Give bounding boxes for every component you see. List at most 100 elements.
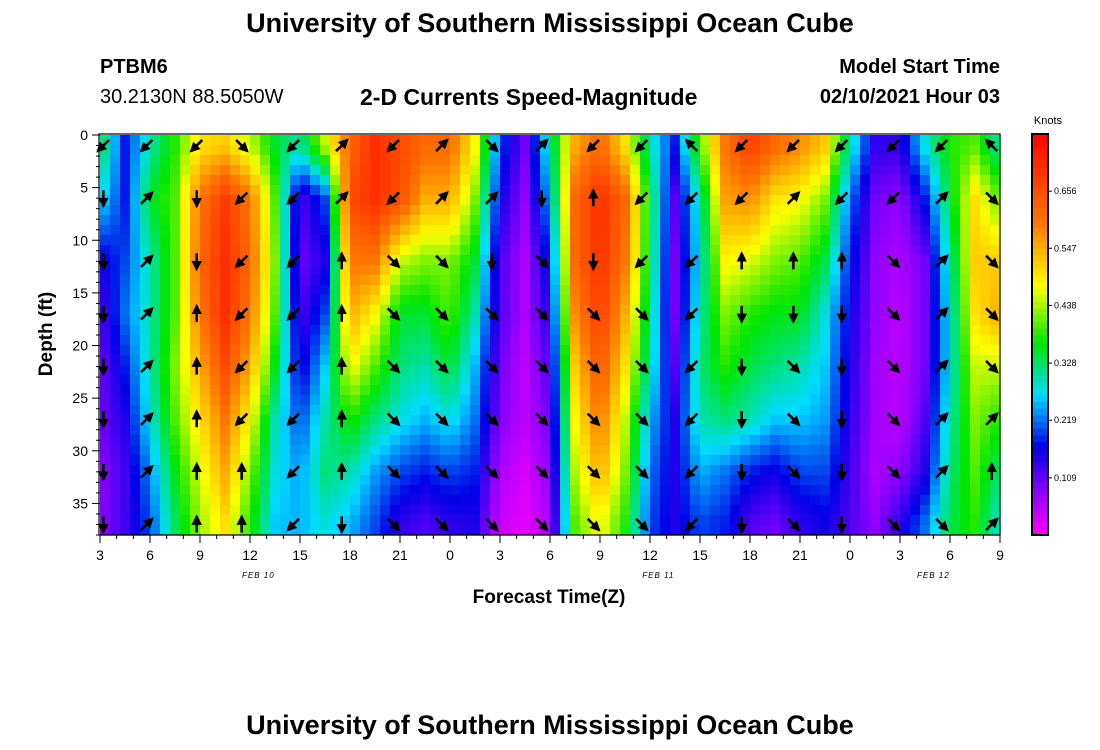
heatmap-cell — [890, 285, 901, 296]
heatmap-cell — [200, 195, 211, 206]
heatmap-cell — [570, 245, 581, 256]
heatmap-cell — [280, 415, 291, 426]
heatmap-cell — [430, 425, 441, 436]
heatmap-cell — [850, 455, 861, 466]
heatmap-cell — [560, 305, 571, 316]
heatmap-cell — [600, 195, 611, 206]
heatmap-cell — [360, 475, 371, 486]
heatmap-cell — [220, 495, 231, 506]
current-arrow — [786, 359, 801, 374]
heatmap-cell — [420, 355, 431, 366]
heatmap-cell — [920, 325, 931, 336]
current-arrow — [634, 138, 649, 153]
heatmap-cell — [290, 515, 301, 526]
heatmap-cell — [910, 525, 921, 536]
heatmap-cell — [170, 425, 181, 436]
heatmap-cell — [760, 475, 771, 486]
heatmap-cell — [910, 395, 921, 406]
heatmap-cell — [870, 255, 881, 266]
heatmap-cell — [360, 385, 371, 396]
heatmap-cell — [530, 485, 541, 496]
heatmap-cell — [550, 295, 561, 306]
heatmap-cell — [930, 445, 941, 456]
current-arrow — [140, 359, 154, 374]
heatmap-cell — [920, 385, 931, 396]
x-tick-label: 12 — [242, 547, 258, 563]
heatmap-cell — [330, 135, 341, 146]
heatmap-cell — [570, 285, 581, 296]
heatmap-cell — [430, 515, 441, 526]
heatmap-cell — [780, 305, 791, 316]
heatmap-cell — [930, 175, 941, 186]
heatmap-cell — [420, 145, 431, 156]
heatmap-cell — [390, 345, 401, 356]
heatmap-cell — [580, 495, 591, 506]
heatmap-cell — [240, 285, 251, 296]
heatmap-cell — [790, 515, 801, 526]
heatmap-cell — [130, 175, 141, 186]
heatmap-cell — [530, 335, 541, 346]
heatmap-cell — [810, 385, 821, 396]
colorbar-swatch — [1032, 307, 1048, 316]
heatmap-cell — [130, 505, 141, 516]
heatmap-cell — [510, 295, 521, 306]
heatmap-cell — [700, 445, 711, 456]
heatmap-cell — [600, 365, 611, 376]
heatmap-cell — [250, 355, 261, 366]
heatmap-cell — [700, 335, 711, 346]
heatmap-cell — [830, 165, 841, 176]
heatmap-cell — [920, 345, 931, 356]
heatmap-cell — [930, 245, 941, 256]
heatmap-cell — [280, 475, 291, 486]
heatmap-cell — [260, 465, 271, 476]
heatmap-cell — [600, 375, 611, 386]
heatmap-cell — [350, 265, 361, 276]
heatmap-cell — [840, 155, 851, 166]
heatmap-cell — [520, 195, 531, 206]
heatmap-cell — [710, 215, 721, 226]
heatmap-cell — [340, 435, 351, 446]
heatmap-cell — [630, 465, 641, 476]
heatmap-cell — [970, 215, 981, 226]
heatmap-cell — [940, 455, 951, 466]
heatmap-cell — [410, 505, 421, 516]
heatmap-cell — [940, 315, 951, 326]
heatmap-cell — [210, 495, 221, 506]
current-arrow — [386, 465, 401, 479]
heatmap-cell — [760, 355, 771, 366]
heatmap-cell — [920, 525, 931, 536]
heatmap-cell — [410, 285, 421, 296]
current-arrow — [435, 138, 449, 153]
heatmap-cell — [880, 455, 891, 466]
heatmap-cell — [480, 405, 491, 416]
heatmap-cell — [670, 495, 681, 506]
heatmap-cell — [490, 165, 501, 176]
heatmap-cell — [340, 295, 351, 306]
heatmap-cell — [860, 455, 871, 466]
heatmap-cell — [940, 235, 951, 246]
current-arrow — [485, 191, 499, 205]
heatmap-cell — [100, 345, 111, 356]
heatmap-cell — [720, 295, 731, 306]
heatmap-cell — [710, 175, 721, 186]
heatmap-cell — [500, 305, 511, 316]
heatmap-cell — [440, 425, 451, 436]
heatmap-cell — [850, 305, 861, 316]
heatmap-cell — [300, 265, 311, 276]
colorbar-swatch — [1032, 194, 1048, 202]
heatmap-cell — [280, 245, 291, 256]
colorbar-swatch — [1032, 301, 1048, 309]
heatmap-cell — [610, 235, 621, 246]
heatmap-cell — [520, 165, 531, 176]
y-tick-label: 5 — [80, 180, 88, 196]
heatmap-cell — [590, 445, 601, 456]
heatmap-cell — [180, 505, 191, 516]
heatmap-cell — [900, 505, 911, 516]
heatmap-cell — [660, 525, 671, 536]
heatmap-cell — [620, 195, 631, 206]
heatmap-cell — [660, 135, 671, 146]
heatmap-cell — [820, 225, 831, 236]
heatmap-cell — [750, 515, 761, 526]
heatmap-cell — [200, 345, 211, 356]
